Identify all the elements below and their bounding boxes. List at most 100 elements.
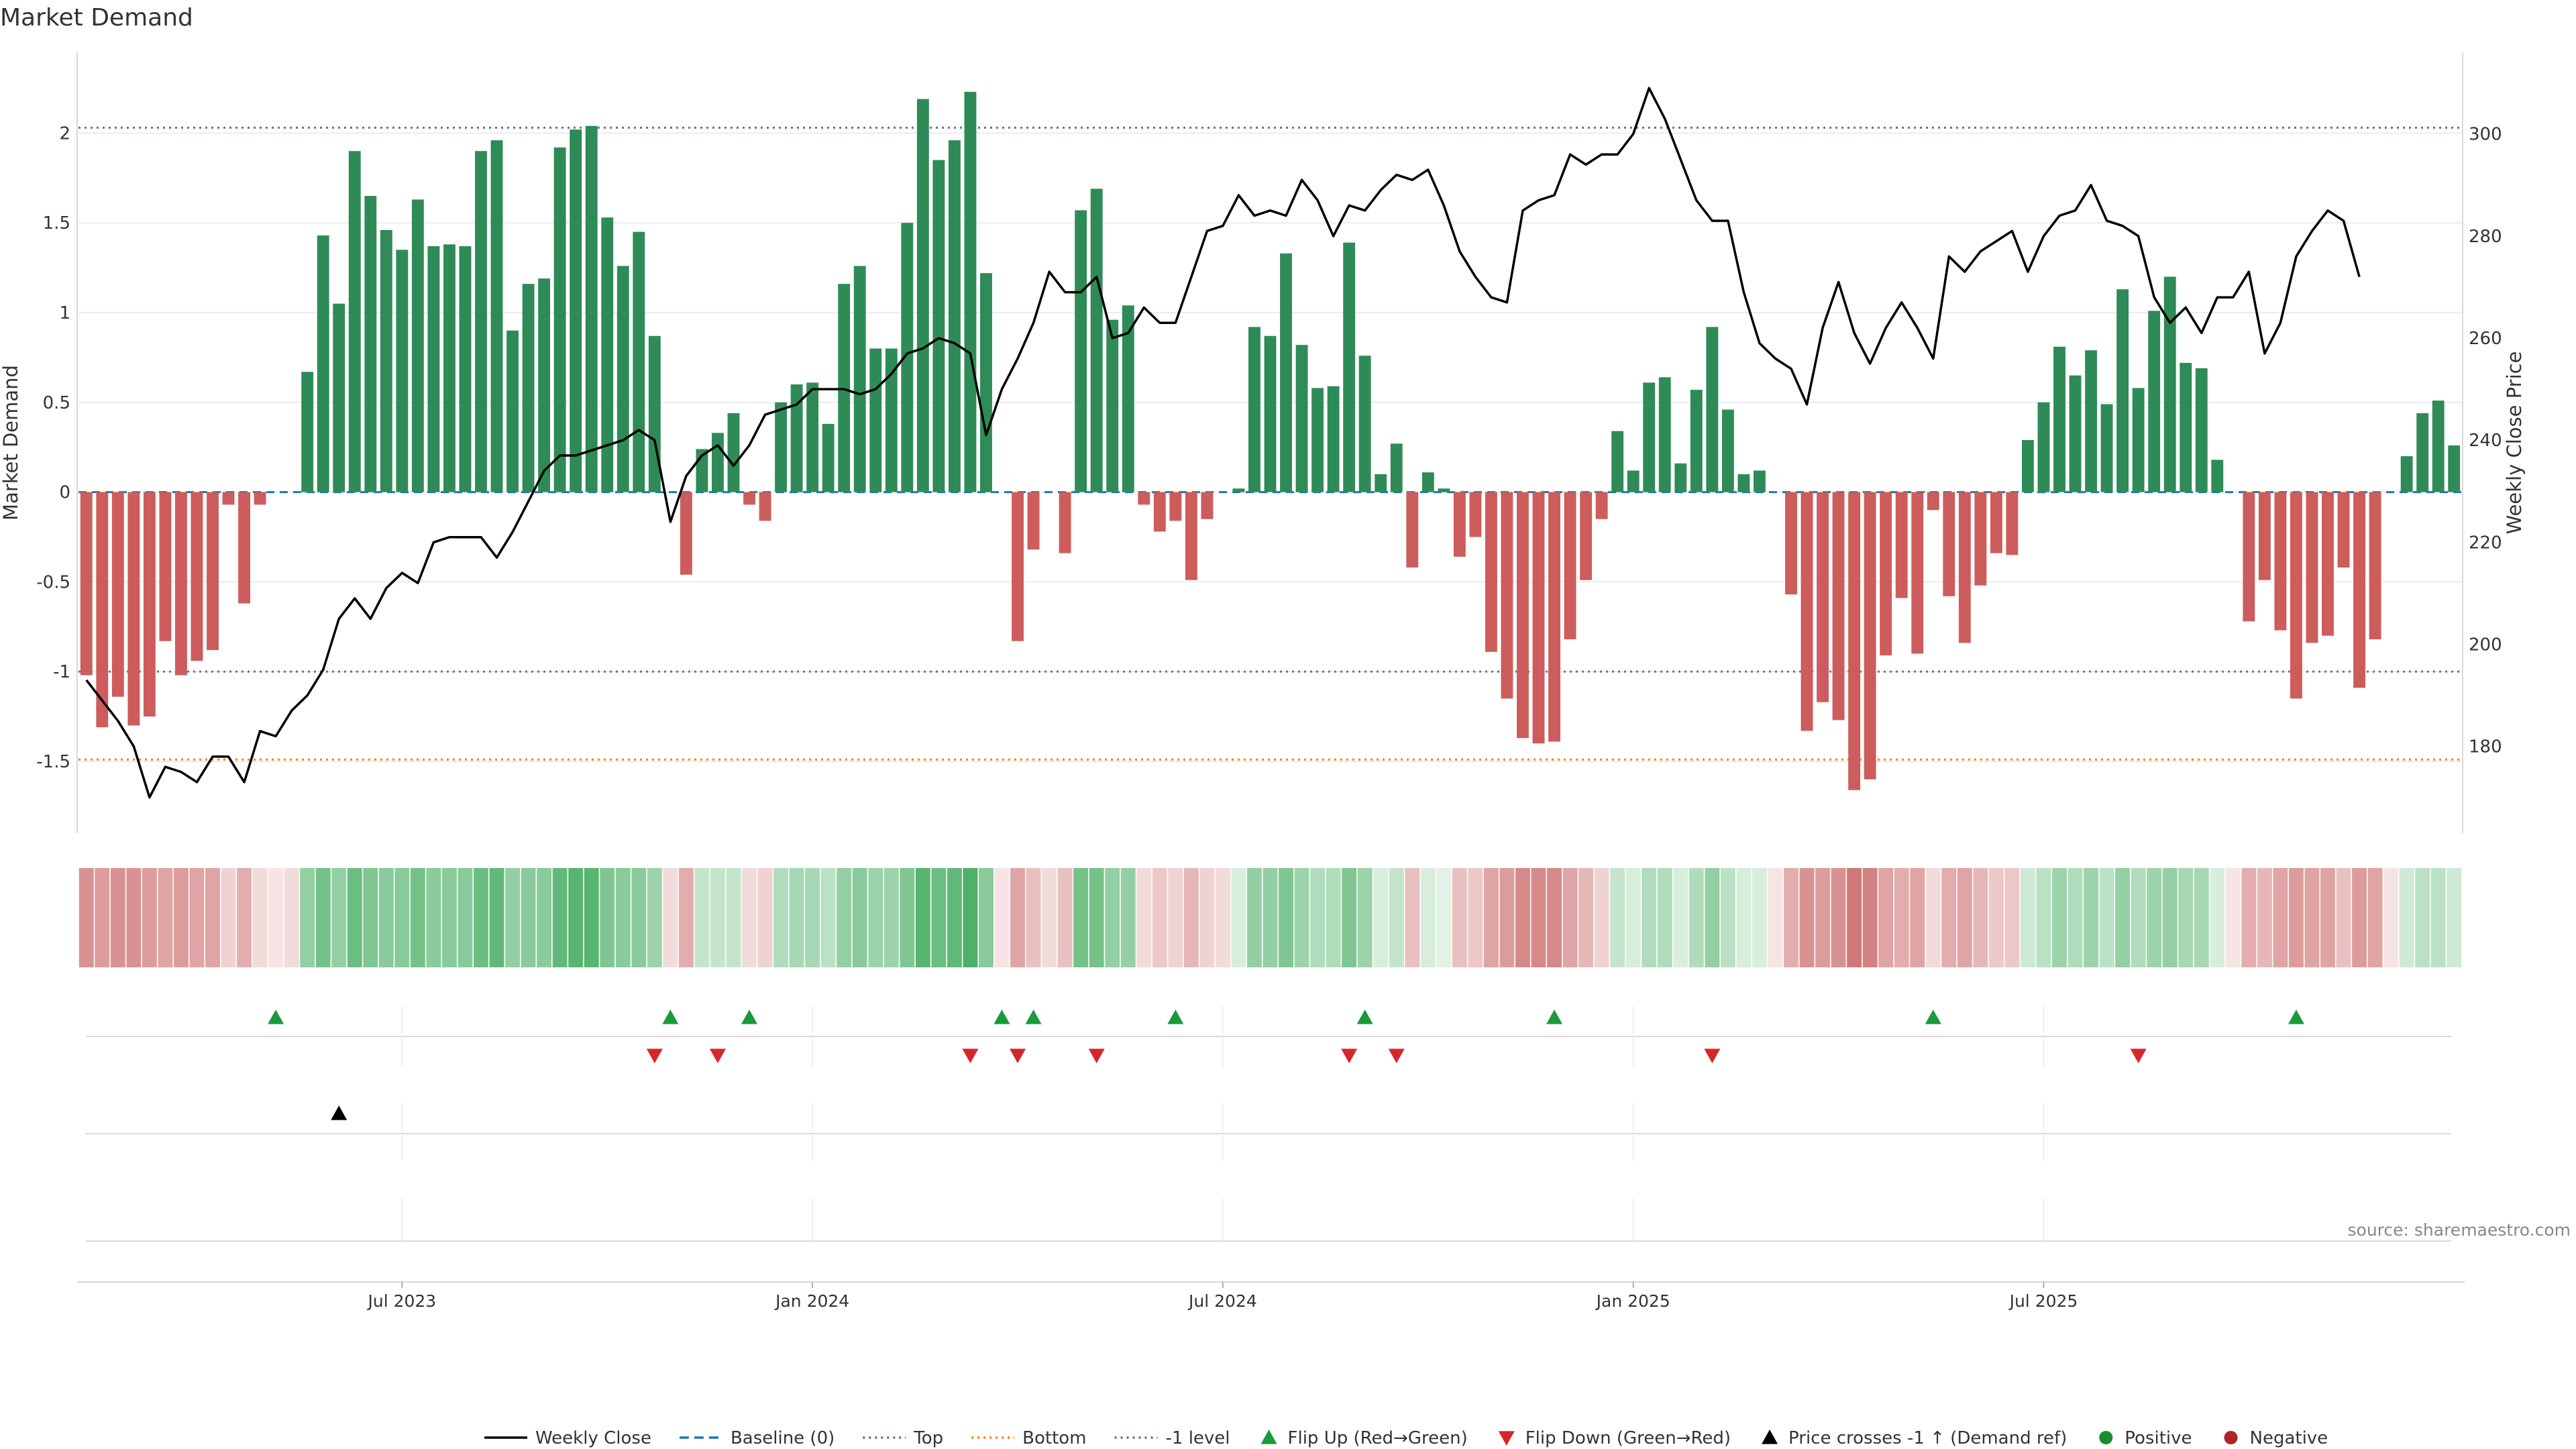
negative-demand-bar	[1012, 492, 1024, 641]
positive-demand-bar	[1643, 382, 1656, 492]
positive-strip-cell	[2178, 868, 2194, 967]
x-tick-label: Jan 2025	[1595, 1291, 1670, 1311]
negative-demand-bar	[111, 492, 124, 697]
positive-demand-bar	[2432, 400, 2445, 492]
negative-strip-cell	[1199, 868, 1215, 967]
negative-demand-bar	[2274, 492, 2287, 631]
demand-heat-strip	[78, 868, 2462, 967]
positive-strip-cell	[410, 868, 425, 967]
negative-strip-cell	[2004, 868, 2020, 967]
positive-strip-cell	[1673, 868, 1688, 967]
negative-strip-cell	[110, 868, 125, 967]
positive-demand-bar	[1264, 335, 1277, 492]
positive-demand-bar	[1232, 488, 1245, 492]
positive-strip-cell	[1625, 868, 1641, 967]
y2-tick-label: 260	[2469, 329, 2502, 349]
positive-demand-bar	[333, 303, 345, 492]
negative-strip-cell	[1168, 868, 1183, 967]
negative-strip-cell	[2273, 868, 2288, 967]
negative-strip-cell	[173, 868, 189, 967]
positive-demand-bar	[727, 413, 740, 492]
negative-demand-bar	[2369, 492, 2381, 640]
positive-strip-cell	[2020, 868, 2035, 967]
negative-demand-bar	[191, 492, 203, 661]
positive-demand-bar	[2069, 375, 2082, 492]
positive-strip-cell	[331, 868, 347, 967]
flip-down-marker	[709, 1049, 726, 1063]
y-tick-label: -1	[53, 662, 70, 682]
negative-demand-bar	[1595, 492, 1608, 519]
positive-strip-cell	[474, 868, 488, 967]
positive-strip-cell	[1642, 868, 1657, 967]
positive-demand-bar	[2053, 346, 2065, 492]
y2-tick-label: 300	[2469, 125, 2502, 145]
negative-demand-bar	[1453, 492, 1466, 557]
x-tick-label: Jul 2024	[1187, 1291, 1257, 1311]
positive-strip-cell	[600, 868, 615, 967]
flip-down-marker	[1010, 1049, 1026, 1063]
positive-strip-cell	[1105, 868, 1120, 967]
flip-up-marker	[268, 1010, 284, 1024]
positive-strip-cell	[1073, 868, 1089, 967]
negative-strip-cell	[1152, 868, 1167, 967]
positive-strip-cell	[300, 868, 315, 967]
x-tick-label: Jan 2024	[774, 1291, 849, 1311]
y2-tick-label: 280	[2469, 227, 2502, 247]
negative-demand-bar	[1406, 492, 1419, 568]
flip-up-marker	[994, 1010, 1010, 1024]
positive-strip-cell	[1373, 868, 1389, 967]
positive-demand-bar	[1658, 377, 1671, 492]
negative-strip-cell	[1452, 868, 1467, 967]
x-tick-label: Jul 2025	[2008, 1291, 2078, 1311]
positive-strip-cell	[1263, 868, 1278, 967]
negative-demand-bar	[143, 492, 156, 717]
negative-demand-bar	[1501, 492, 1513, 699]
negative-strip-cell	[252, 868, 268, 967]
positive-demand-bar	[1122, 305, 1134, 492]
legend-label: Negative	[2250, 1428, 2328, 1448]
positive-strip-cell	[2036, 868, 2051, 967]
positive-demand-bar	[459, 246, 472, 492]
y2-axis-label: Weekly Close Price	[2503, 352, 2526, 535]
negative-strip-cell	[1562, 868, 1578, 967]
positive-strip-cell	[489, 868, 504, 967]
negative-strip-cell	[1405, 868, 1420, 967]
negative-strip-cell	[221, 868, 236, 967]
positive-strip-cell	[1120, 868, 1136, 967]
negative-strip-cell	[126, 868, 142, 967]
positive-strip-cell	[931, 868, 947, 967]
negative-strip-cell	[1026, 868, 1041, 967]
negative-strip-cell	[1515, 868, 1530, 967]
positive-demand-bar	[522, 284, 535, 492]
negative-demand-bar	[1864, 492, 1876, 780]
negative-strip-cell	[2383, 868, 2399, 967]
negative-strip-cell	[158, 868, 173, 967]
negative-strip-cell	[1531, 868, 1546, 967]
negative-demand-bar	[96, 492, 109, 728]
negative-strip-cell	[1010, 868, 1025, 967]
positive-demand-bar	[348, 151, 361, 492]
y-tick-label: 0	[59, 483, 70, 503]
negative-strip-cell	[1831, 868, 1846, 967]
negative-strip-cell	[2241, 868, 2257, 967]
negative-demand-bar	[127, 492, 140, 726]
positive-strip-cell	[1089, 868, 1104, 967]
negative-strip-cell	[663, 868, 678, 967]
legend-dot-swatch	[2099, 1431, 2113, 1444]
negative-demand-bar	[1485, 492, 1497, 652]
positive-strip-cell	[1342, 868, 1357, 967]
positive-demand-bar	[490, 140, 503, 492]
negative-strip-cell	[2304, 868, 2320, 967]
negative-demand-bar	[2322, 492, 2334, 636]
positive-strip-cell	[1688, 868, 1704, 967]
flip-up-marker	[1546, 1010, 1563, 1024]
positive-demand-bar	[301, 372, 314, 492]
positive-strip-cell	[2447, 868, 2462, 967]
positive-demand-bar	[506, 330, 519, 492]
negative-demand-bar	[2243, 492, 2255, 622]
positive-demand-bar	[2021, 439, 2034, 492]
positive-strip-cell	[426, 868, 441, 967]
chart-title: Market Demand	[0, 4, 193, 32]
positive-demand-bar	[2116, 289, 2129, 492]
positive-demand-bar	[1674, 463, 1687, 492]
